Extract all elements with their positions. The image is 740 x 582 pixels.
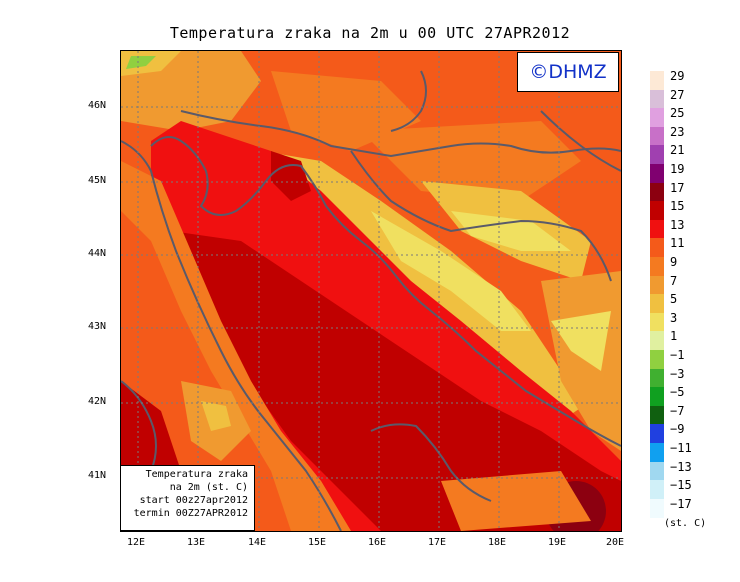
lon-label-16e: 16E — [368, 537, 387, 548]
lon-label-13e: 13E — [187, 537, 206, 548]
lat-label-46n: 46N — [88, 100, 107, 111]
legend-label: −5 — [670, 385, 685, 400]
legend-label: 11 — [670, 236, 685, 251]
legend-swatch — [650, 405, 664, 425]
legend-swatch — [650, 219, 664, 239]
temperature-field — [121, 51, 621, 531]
legend-swatch — [650, 275, 664, 295]
lon-label-14e: 14E — [248, 537, 267, 548]
legend-swatch — [650, 126, 664, 146]
lon-label-19e: 19E — [548, 537, 567, 548]
legend-swatch — [650, 108, 664, 128]
legend-label: −13 — [670, 459, 692, 474]
info-line-2: na 2m (st. C) — [169, 482, 248, 493]
legend-swatch — [650, 201, 664, 221]
legend-swatch — [650, 164, 664, 183]
legend-label: 17 — [670, 180, 685, 195]
lon-label-17e: 17E — [428, 537, 447, 548]
legend-swatch — [650, 368, 664, 388]
dhmz-logo: ©DHMZ — [517, 52, 619, 92]
legend-label: 19 — [670, 162, 685, 176]
legend-label: −7 — [670, 403, 685, 418]
legend-swatch — [650, 498, 664, 518]
legend-label: −15 — [670, 478, 692, 493]
legend-label: 29 — [670, 69, 685, 83]
legend-label: 5 — [670, 292, 678, 307]
info-line-1: Temperatura zraka — [145, 469, 248, 480]
legend-swatch — [650, 443, 664, 462]
legend-label: 23 — [670, 124, 685, 139]
legend-label: 13 — [670, 217, 685, 232]
temperature-map — [120, 50, 622, 532]
lon-label-12e: 12E — [127, 537, 146, 548]
legend-swatch — [650, 294, 664, 314]
legend-swatch — [650, 71, 664, 90]
legend-swatch — [650, 182, 664, 202]
legend-label: 25 — [670, 106, 685, 121]
legend-label: 21 — [670, 143, 685, 158]
legend-swatch — [650, 238, 664, 258]
legend-label: −11 — [670, 441, 692, 455]
legend-label: −1 — [670, 348, 685, 362]
legend-swatch — [650, 480, 664, 500]
lat-label-42n: 42N — [88, 396, 107, 407]
lon-label-20e: 20E — [606, 537, 625, 548]
legend-label: −9 — [670, 422, 685, 437]
legend-swatch — [650, 331, 664, 351]
lon-label-18e: 18E — [488, 537, 507, 548]
legend-swatch — [650, 387, 664, 407]
legend-swatch — [650, 424, 664, 444]
info-box: Temperatura zraka na 2m (st. C) start 00… — [120, 465, 255, 531]
legend-swatch — [650, 312, 664, 332]
legend-swatch — [650, 257, 664, 276]
legend-label: 27 — [670, 87, 685, 102]
lat-label-44n: 44N — [88, 248, 107, 259]
legend-label: 3 — [670, 310, 678, 325]
legend-label: 9 — [670, 255, 678, 269]
legend-label: 15 — [670, 199, 685, 214]
info-line-4: termin 00Z27APR2012 — [133, 508, 248, 519]
legend-swatch — [650, 89, 664, 109]
map-title: Temperatura zraka na 2m u 00 UTC 27APR20… — [169, 24, 571, 42]
legend-unit: (st. C) — [664, 518, 707, 529]
lat-label-41n: 41N — [88, 470, 107, 481]
info-line-3: start 00z27apr2012 — [139, 495, 248, 506]
legend-label: −3 — [670, 366, 685, 381]
legend-swatch — [650, 461, 664, 481]
legend-swatch — [650, 145, 664, 165]
legend-swatch — [650, 350, 664, 369]
lon-label-15e: 15E — [308, 537, 327, 548]
lat-label-43n: 43N — [88, 321, 107, 332]
legend-label: 1 — [670, 329, 678, 344]
lat-label-45n: 45N — [88, 175, 107, 186]
legend-label: −17 — [670, 496, 692, 511]
legend-label: 7 — [670, 273, 678, 288]
